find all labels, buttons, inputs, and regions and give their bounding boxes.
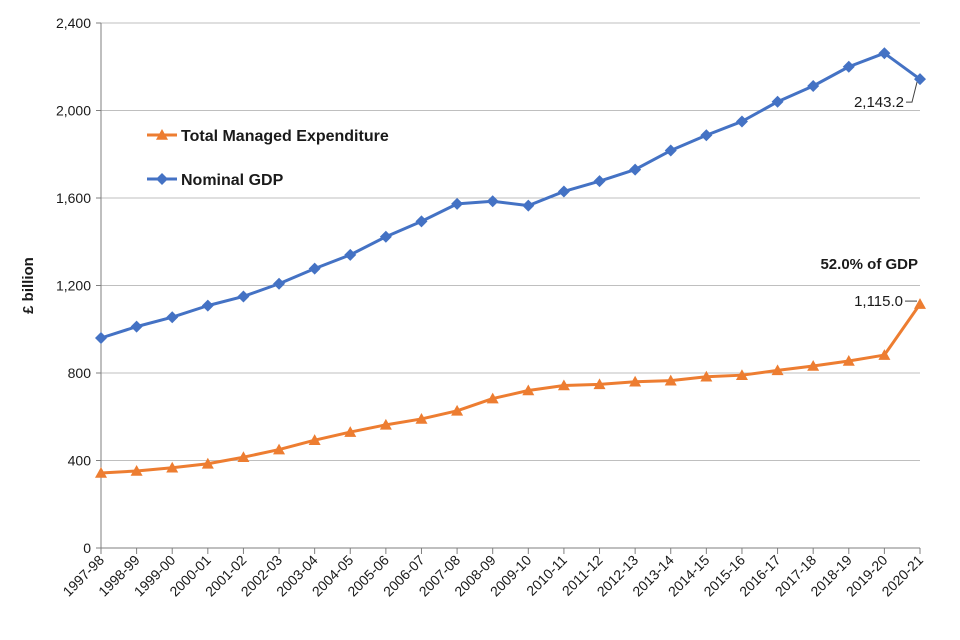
nominal-gdp-line — [100, 51, 921, 340]
y-tick-label: 0 — [83, 540, 91, 556]
nominal-gdp-point — [95, 332, 107, 344]
series-lines — [100, 51, 922, 475]
nominal-gdp-point — [557, 185, 570, 198]
nominal-gdp-point — [415, 215, 428, 228]
total-managed-expenditure-point — [237, 451, 250, 463]
tme-annotation-label: 1,115.0 — [854, 293, 903, 310]
total-managed-expenditure-point — [807, 360, 820, 371]
legend-marker-nominal-gdp — [156, 173, 168, 185]
y-tick-label: 800 — [68, 365, 92, 381]
y-tick-label: 400 — [68, 453, 92, 469]
total-managed-expenditure-point — [629, 375, 642, 387]
legend-marker-total-managed-expenditure — [156, 129, 168, 140]
nominal-gdp-point — [379, 230, 392, 243]
total-managed-expenditure-point — [273, 443, 286, 455]
nominal-gdp-point — [807, 80, 820, 92]
total-managed-expenditure-point — [95, 466, 107, 478]
nominal-gdp-point — [166, 311, 179, 324]
nominal-gdp-point — [878, 47, 891, 60]
nominal-gdp-point — [308, 262, 321, 275]
total-managed-expenditure-point — [308, 434, 321, 445]
y-tick-label: 2,400 — [56, 15, 91, 31]
nominal-gdp-point — [700, 129, 713, 142]
total-managed-expenditure-point — [201, 457, 214, 469]
nominal-gdp-point — [486, 195, 499, 208]
total-managed-expenditure-point — [522, 384, 535, 396]
nominal-gdp-point — [522, 199, 535, 212]
axes: 04008001,2001,6002,0002,4001997-981998-9… — [20, 15, 926, 599]
annotations: 2,143.2 52.0% of GDP 1,115.0 — [820, 82, 918, 310]
total-managed-expenditure-point — [593, 378, 606, 390]
total-managed-expenditure-point — [130, 465, 143, 476]
nominal-gdp-point — [451, 197, 464, 210]
total-managed-expenditure-point — [664, 374, 677, 386]
total-managed-expenditure-point — [379, 418, 392, 430]
total-managed-expenditure-point — [486, 392, 499, 404]
total-managed-expenditure-point — [914, 298, 926, 309]
total-managed-expenditure-point — [344, 426, 357, 437]
gdp-share-annotation: 52.0% of GDP — [820, 256, 918, 273]
total-managed-expenditure-point — [771, 364, 784, 376]
total-managed-expenditure-point — [451, 404, 464, 416]
legend-label-total-managed-expenditure: Total Managed Expenditure — [181, 128, 389, 145]
nominal-gdp-point — [201, 299, 214, 312]
legend: Total Managed Expenditure Nominal GDP — [147, 128, 389, 189]
total-managed-expenditure-point — [557, 379, 570, 391]
nominal-gdp-point — [771, 95, 784, 108]
nominal-gdp-point — [130, 320, 143, 333]
total-managed-expenditure-point — [842, 354, 855, 366]
total-managed-expenditure-point — [878, 349, 891, 360]
total-managed-expenditure-point — [700, 370, 713, 382]
nominal-gdp-point — [273, 277, 286, 290]
legend-label-nominal-gdp: Nominal GDP — [181, 172, 284, 189]
y-tick-label: 2,000 — [56, 103, 91, 119]
nominal-gdp-point — [842, 60, 855, 73]
y-axis-title: £ billion — [20, 257, 37, 314]
nominal-gdp-point — [237, 290, 250, 303]
nominal-gdp-point — [593, 175, 606, 188]
gdp-annotation-label: 2,143.2 — [854, 94, 904, 111]
total-managed-expenditure-point — [166, 461, 179, 473]
nominal-gdp-point — [629, 163, 642, 176]
nominal-gdp-point — [735, 115, 748, 128]
total-managed-expenditure-point — [735, 369, 748, 380]
y-tick-label: 1,600 — [56, 190, 91, 206]
gridlines — [101, 22, 920, 461]
nominal-gdp-point — [344, 248, 357, 261]
y-tick-label: 1,200 — [56, 278, 91, 294]
total-managed-expenditure-line — [100, 303, 922, 475]
nominal-gdp-point — [664, 144, 677, 157]
total-managed-expenditure-point — [415, 412, 428, 424]
gdp-annotation-leader — [906, 82, 918, 103]
series-markers — [95, 47, 926, 478]
